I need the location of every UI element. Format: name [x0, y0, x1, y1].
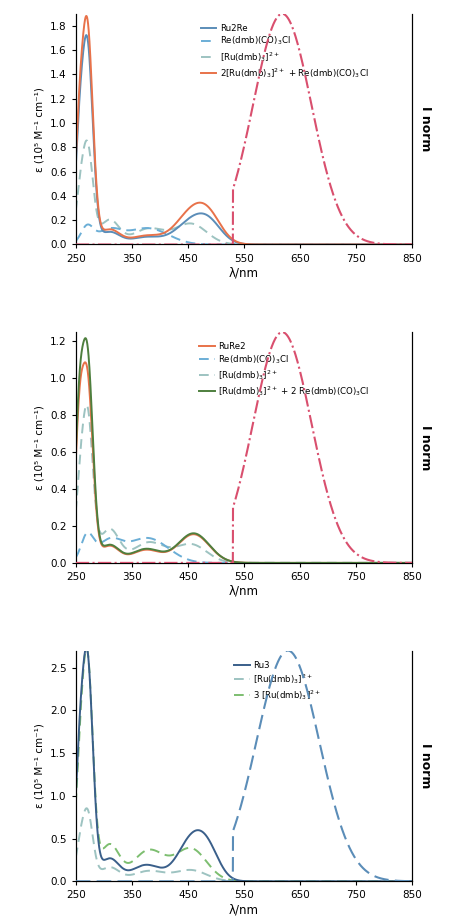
X-axis label: λ/nm: λ/nm [229, 266, 259, 279]
Y-axis label: ε (10⁵ M⁻¹ cm⁻¹): ε (10⁵ M⁻¹ cm⁻¹) [35, 723, 45, 809]
Y-axis label: ε (10⁵ M⁻¹ cm⁻¹): ε (10⁵ M⁻¹ cm⁻¹) [35, 405, 45, 490]
Y-axis label: ε (10⁵ M⁻¹ cm⁻¹): ε (10⁵ M⁻¹ cm⁻¹) [35, 86, 45, 172]
Y-axis label: I norm: I norm [419, 425, 432, 470]
Legend: Ru2Re, Re(dmb)(CO)$_3$Cl, [Ru(dmb)$_3$]$^{2+}$, 2[Ru(dmb)$_3$]$^{2+}$ + Re(dmb)(: Ru2Re, Re(dmb)(CO)$_3$Cl, [Ru(dmb)$_3$]$… [197, 20, 372, 83]
Y-axis label: I norm: I norm [419, 744, 432, 789]
X-axis label: λ/nm: λ/nm [229, 585, 259, 598]
Y-axis label: I norm: I norm [419, 106, 432, 151]
Legend: RuRe2, Re(dmb)(CO)$_3$Cl, [Ru(dmb)$_3$]$^{2+}$, [Ru(dmb)$_3$]$^{2+}$ + 2 Re(dmb): RuRe2, Re(dmb)(CO)$_3$Cl, [Ru(dmb)$_3$]$… [196, 339, 373, 401]
Legend: Ru3, [Ru(dmb)$_3$]$^{2+}$, 3 [Ru(dmb)$_3$]$^{2+}$: Ru3, [Ru(dmb)$_3$]$^{2+}$, 3 [Ru(dmb)$_3… [231, 657, 325, 705]
X-axis label: λ/nm: λ/nm [229, 903, 259, 916]
